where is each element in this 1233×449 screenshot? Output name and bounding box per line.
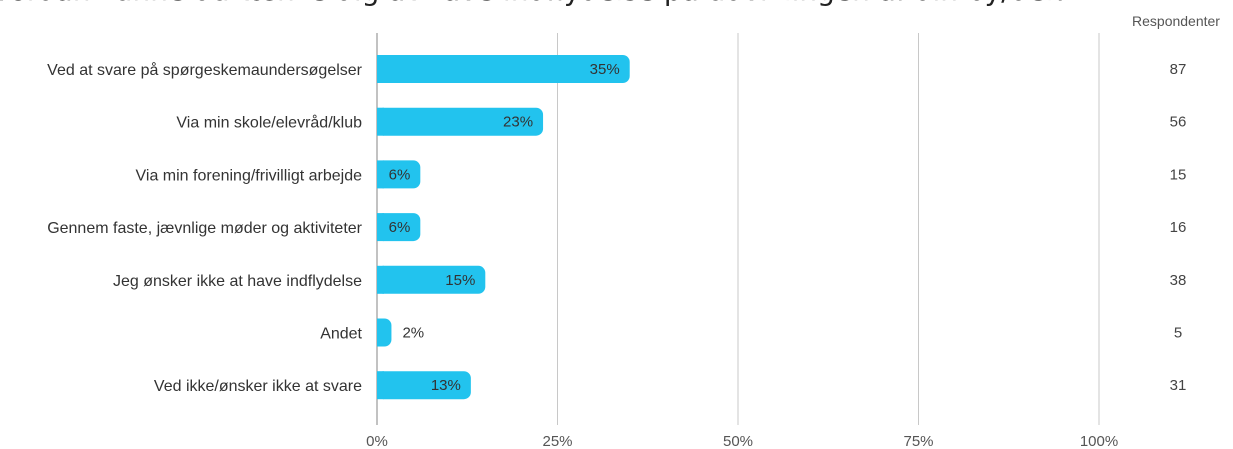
bar-base [377, 55, 384, 83]
x-tick-label: 100% [1080, 433, 1118, 449]
respondent-column: Respondenter 87 56 15 16 38 5 31 [1132, 13, 1220, 394]
bar-base [377, 318, 384, 347]
respondent-count: 15 [1170, 166, 1187, 183]
bar-base [377, 107, 384, 136]
category-label: Ved at svare på spørgeskemaundersøgelser [47, 61, 363, 79]
value-label: 6% [389, 219, 411, 236]
gridlines [376, 33, 1100, 425]
x-tick-label: 50% [723, 433, 753, 449]
respondent-count: 31 [1170, 377, 1187, 394]
respondent-count: 38 [1170, 272, 1187, 289]
value-label: 13% [431, 377, 461, 394]
bar [377, 371, 471, 400]
respondent-count: 16 [1170, 219, 1187, 236]
bar [377, 55, 630, 83]
bar-base [377, 213, 384, 242]
value-label: 2% [402, 325, 424, 342]
bar-base [377, 371, 384, 400]
bars: 35% 23% 6% 6% 15% 2% 13% [377, 55, 630, 400]
value-label: 6% [389, 166, 411, 183]
respondent-count: 56 [1170, 114, 1187, 131]
bar [377, 107, 544, 136]
category-labels: Ved at svare på spørgeskemaundersøgelser… [47, 61, 363, 395]
respondent-count: 87 [1170, 61, 1187, 78]
category-label: Gennem faste, jævnlige møder og aktivite… [47, 220, 362, 237]
value-label: 35% [590, 61, 620, 78]
x-tick-label: 25% [542, 433, 572, 449]
bar-base [377, 160, 384, 189]
category-label: Andet [320, 326, 362, 343]
value-label: 23% [503, 114, 533, 131]
category-label: Ved ikke/ønsker ikke at svare [154, 378, 362, 395]
respondent-count: 5 [1174, 325, 1182, 342]
category-label: Via min forening/frivilligt arbejde [136, 167, 363, 184]
respondents-header: Respondenter [1132, 13, 1220, 29]
bar [377, 265, 486, 294]
chart-title-text: Hvordan kunne du tænke dig at have indfl… [0, 0, 1068, 8]
bar [377, 160, 421, 189]
x-tick-label: 0% [366, 433, 388, 449]
x-tick-labels: 0% 25% 50% 75% 100% [366, 433, 1118, 449]
x-tick-label: 75% [903, 433, 933, 449]
chart-title: Hvordan kunne du tænke dig at have indfl… [0, 0, 1233, 8]
bar [377, 213, 421, 242]
category-label: Jeg ønsker ikke at have indflydelse [113, 273, 362, 290]
bar-base [377, 265, 384, 294]
value-label: 15% [445, 272, 475, 289]
category-label: Via min skole/elevråd/klub [176, 114, 362, 132]
